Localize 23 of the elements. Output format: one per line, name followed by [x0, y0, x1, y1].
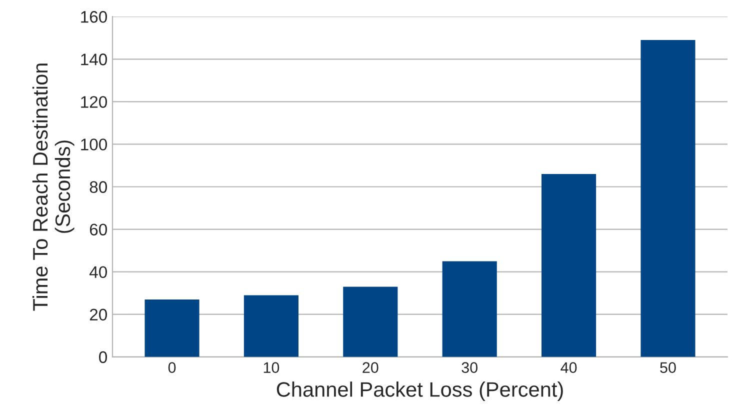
bar	[144, 299, 200, 357]
x-tick-label: 10	[264, 362, 280, 373]
y-tick-label: 100	[81, 138, 107, 150]
y-tick-label: 0	[99, 351, 107, 364]
x-tick-label: 50	[660, 362, 676, 373]
y-tick-label: 20	[90, 308, 107, 321]
y-tick-label: 60	[90, 224, 107, 236]
y-tick-label: 80	[90, 181, 107, 193]
y-tick-label: 40	[89, 266, 107, 278]
x-tick-label: 40	[560, 362, 577, 373]
y-axis-title: Time To Reach Destination (Seconds)	[32, 64, 74, 311]
y-tick-label: 140	[81, 54, 107, 66]
y-tick-label: 160	[81, 11, 107, 23]
bar	[343, 286, 398, 357]
bar	[244, 295, 298, 357]
x-tick-label: 20	[362, 362, 378, 373]
x-axis-title: Channel Packet Loss (Percent)	[276, 382, 563, 401]
bar	[442, 261, 497, 357]
x-tick-label: 30	[462, 362, 478, 373]
x-tick-label: 0	[168, 362, 176, 373]
bar	[542, 174, 596, 357]
y-tick-label: 120	[81, 96, 107, 108]
bar	[640, 40, 696, 357]
